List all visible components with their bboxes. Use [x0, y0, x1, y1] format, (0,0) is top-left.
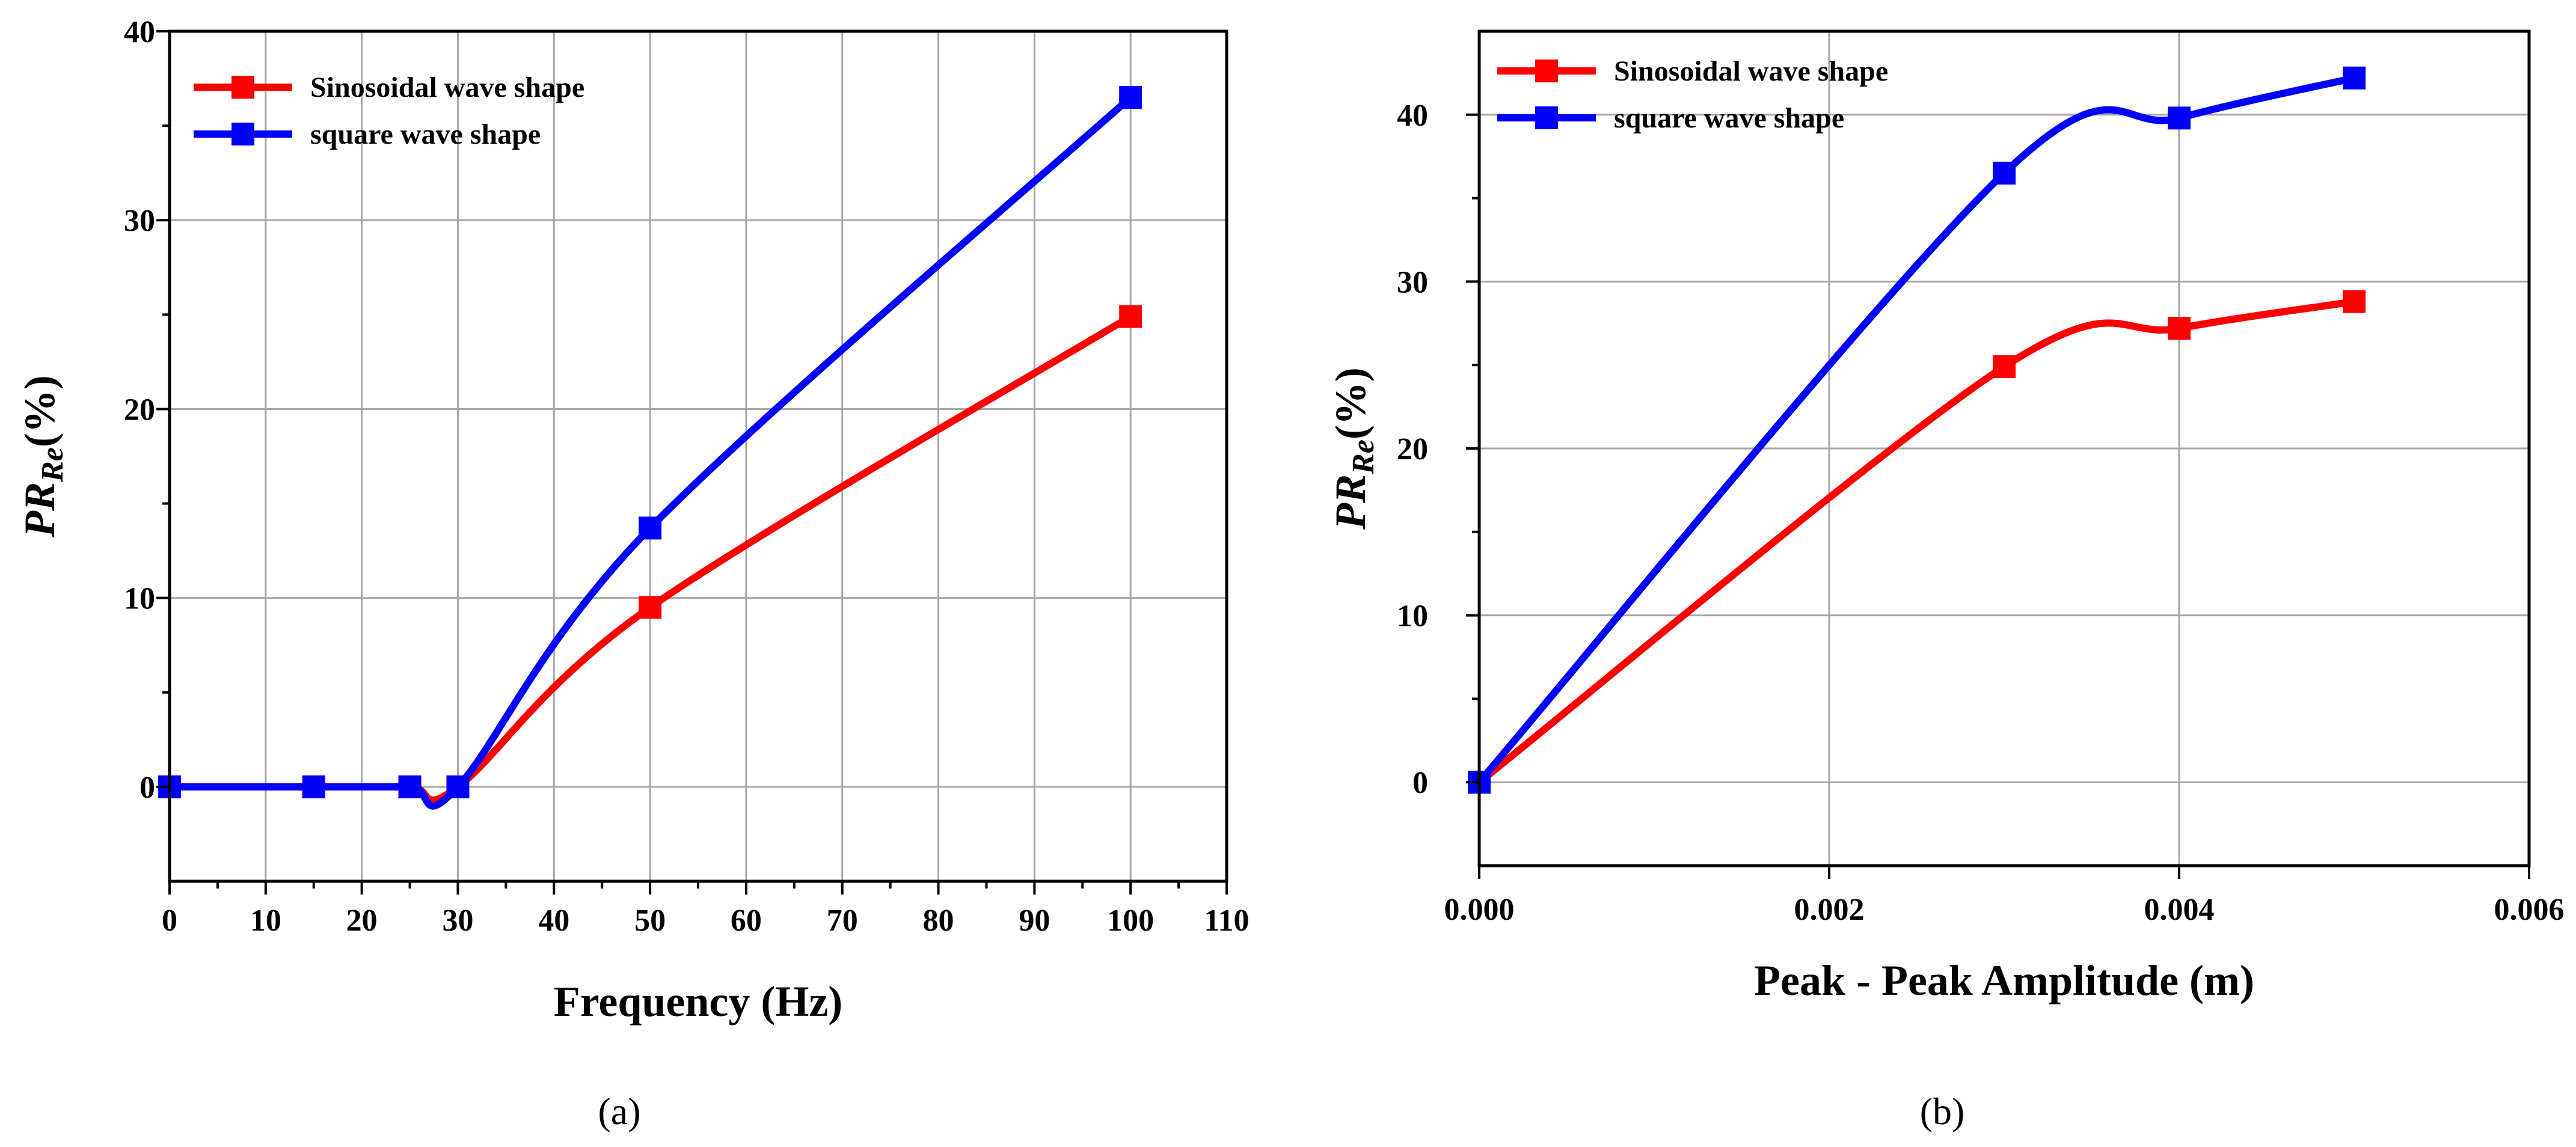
panel-a-y-axis-title: PRRe(%): [16, 375, 70, 538]
panel-a-x-tick-label: 100: [1107, 904, 1154, 938]
panel-a-x-tick-label: 40: [538, 904, 569, 938]
panel-b-data-point-square: [2343, 66, 2366, 90]
panel-a-grid: [170, 31, 1227, 881]
panel-b-x-axis-title: Peak - Peak Amplitude (m): [1754, 956, 2254, 1005]
panel-b-legend-label: Sinosoidal wave shape: [1614, 55, 1888, 87]
panel-b-y-tick-label: 40: [1397, 99, 1428, 133]
panel-a-x-tick-label: 70: [827, 904, 858, 938]
panel-b-legend-label: square wave shape: [1614, 102, 1844, 134]
panel-b-legend-marker: [1535, 60, 1558, 82]
panel-b-x-tick-label: 0.006: [2494, 893, 2565, 927]
panel-b-grid: [1479, 31, 2529, 866]
panel-b-y-axis-title-main: PR: [1326, 474, 1375, 530]
panel-a-y-axis-title-main: PR: [16, 482, 64, 538]
panel-a-data-point-square: [446, 775, 470, 798]
panel-a-y-axis-title-subscript: Re: [35, 447, 70, 483]
panel-a-legend-label: square wave shape: [310, 118, 541, 150]
panel-b-series-line-sinusoidal: [1476, 298, 2358, 786]
panel-a-label: (a): [598, 1090, 640, 1133]
panel-b-x-tick-label: 0.004: [2144, 893, 2215, 927]
panel-b-x-tick-label: 0.002: [1794, 893, 1865, 927]
panel-a-x-tick-label: 20: [346, 904, 378, 938]
panel-a: 0 10 20 30 40 50 60 70 80 90 100 110 0 10 20 30 40 Sinos…: [16, 15, 1250, 1133]
panel-a-data-point-square: [398, 775, 422, 798]
panel-a-data-point-sinusoidal: [1119, 305, 1142, 328]
panel-a-legend-label: Sinosoidal wave shape: [310, 72, 584, 103]
panel-a-y-tick-label: 10: [124, 582, 155, 616]
panel-a-y-axis-title-suffix: (%): [16, 375, 64, 447]
panel-b-legend: Sinosoidal wave shape square wave shape: [1497, 55, 1888, 134]
panel-a-legend-marker: [232, 123, 254, 145]
panel-a-x-tick-label: 50: [634, 904, 666, 938]
panel-b-data-point-square: [2168, 106, 2191, 130]
panel-a-x-axis-title: Frequency (Hz): [554, 977, 843, 1026]
panel-a-y-tick-label: 40: [124, 15, 155, 49]
panel-b-y-tick-label: 10: [1397, 599, 1428, 634]
panel-a-data-point-square: [639, 516, 662, 540]
panel-b-label: (b): [1920, 1090, 1965, 1133]
panel-b-data-point-sinusoidal: [2343, 290, 2366, 313]
panel-a-x-tick-label: 80: [923, 904, 954, 938]
panel-b-y-axis-title-suffix: (%): [1326, 367, 1375, 439]
panel-a-data-point-square: [1119, 85, 1142, 109]
panel-a-x-tick-label: 30: [442, 904, 473, 938]
panel-b-x-tick-label: 0.000: [1444, 893, 1515, 927]
panel-a-x-tick-label: 10: [250, 904, 281, 938]
panel-a-data-point-sinusoidal: [639, 596, 662, 619]
panel-b-y-axis-title-subscript: Re: [1346, 439, 1381, 475]
panel-a-legend-marker: [232, 76, 254, 99]
panel-b: 0.000 0.002 0.004 0.006 0 10 20 30 40 Sinosoidal…: [1326, 29, 2565, 1133]
panel-b-series-line-square: [1476, 74, 2358, 786]
panel-a-x-tick-label: 90: [1019, 904, 1050, 938]
panel-a-legend: Sinosoidal wave shape square wave shape: [194, 72, 584, 150]
panel-a-ticks: 0 10 20 30 40 50 60 70 80 90 100 110 0 10 20 30 40: [124, 15, 1250, 938]
panel-b-data-point-sinusoidal: [2168, 317, 2191, 340]
panel-a-x-tick-label: 60: [731, 904, 762, 938]
panel-b-series: [1468, 66, 2366, 794]
panel-a-y-tick-label: 20: [124, 393, 155, 427]
panel-b-data-point-sinusoidal: [1993, 355, 2016, 378]
panel-b-y-tick-label: 30: [1397, 265, 1428, 299]
panel-b-ticks: 0.000 0.002 0.004 0.006 0 10 20 30 40: [1397, 99, 2565, 927]
panel-a-y-tick-label: 0: [140, 771, 155, 805]
panel-b-y-tick-label: 20: [1397, 432, 1428, 466]
panel-b-y-axis-title: PRRe(%): [1326, 367, 1381, 530]
panel-b-data-point-square: [1993, 161, 2016, 185]
panel-a-y-tick-label: 30: [124, 204, 155, 238]
panel-a-data-point-square: [302, 775, 325, 798]
panel-a-x-tick-label: 0: [162, 904, 177, 938]
panel-a-x-tick-label: 110: [1204, 904, 1249, 938]
panel-b-legend-marker: [1535, 106, 1558, 129]
panel-b-y-tick-label: 0: [1412, 766, 1428, 800]
